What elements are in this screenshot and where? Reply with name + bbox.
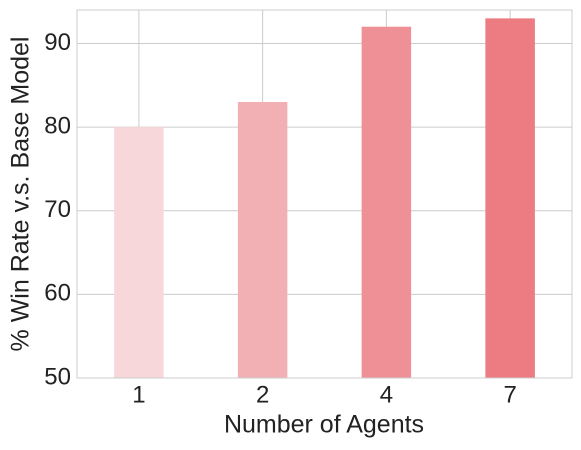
y-tick-label: 90 — [44, 29, 71, 56]
plot-frame — [76, 9, 573, 379]
y-tick-label: 50 — [44, 363, 71, 390]
y-tick-label: 80 — [44, 112, 71, 139]
bar — [114, 127, 164, 378]
bar — [361, 26, 412, 379]
x-tick-label: 1 — [132, 381, 145, 408]
bar — [237, 102, 288, 378]
x-tick-label: 4 — [380, 381, 393, 408]
y-axis-label: % Win Rate v.s. Base Model — [7, 37, 35, 352]
x-axis-label: Number of Agents — [224, 411, 424, 439]
y-tick-label: 60 — [44, 280, 71, 307]
x-tick-label: 2 — [256, 381, 269, 408]
bar — [485, 18, 535, 378]
y-tick-label: 70 — [44, 196, 71, 223]
x-tick-label: 7 — [503, 381, 516, 408]
